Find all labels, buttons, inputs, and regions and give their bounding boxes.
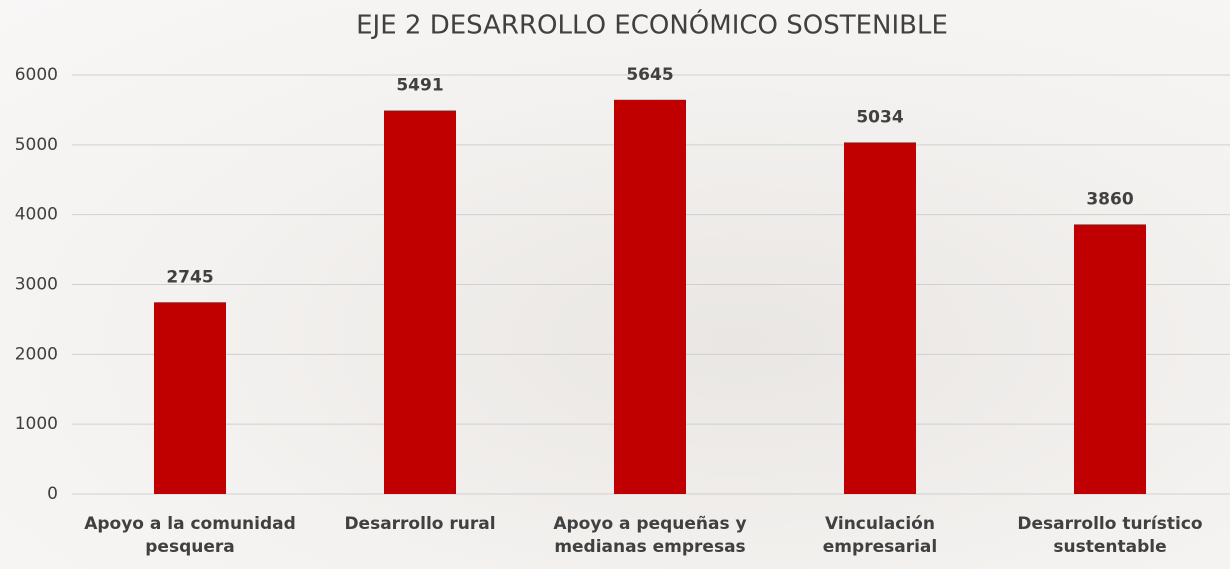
page: EJE 2 DESARROLLO ECONÓMICO SOSTENIBLE 0 1… [0, 0, 1230, 569]
y-tick-label: 3000 [15, 275, 58, 295]
y-tick-label: 0 [47, 484, 58, 504]
x-tick-label: Vinculación empresarial [765, 513, 995, 559]
x-tick-label: Desarrollo rural [305, 513, 535, 536]
bar [614, 100, 686, 494]
y-tick-label: 6000 [15, 65, 58, 85]
data-label: 5491 [396, 76, 443, 96]
chart-title: EJE 2 DESARROLLO ECONÓMICO SOSTENIBLE [356, 9, 948, 41]
bar [1074, 224, 1146, 494]
data-label: 3860 [1086, 189, 1133, 209]
data-label: 5034 [856, 107, 903, 127]
bar [154, 302, 226, 494]
bar [844, 142, 916, 494]
x-tick-label: Desarrollo turístico sustentable [995, 513, 1225, 559]
y-tick-label: 1000 [15, 414, 58, 434]
x-tick-label: Apoyo a la comunidad pesquera [75, 513, 305, 559]
y-tick-label: 5000 [15, 135, 58, 155]
chart: EJE 2 DESARROLLO ECONÓMICO SOSTENIBLE 0 1… [0, 0, 1230, 569]
bar [384, 111, 456, 494]
y-tick-label: 4000 [15, 205, 58, 225]
y-tick-label: 2000 [15, 344, 58, 364]
data-label: 2745 [166, 267, 213, 287]
data-label: 5645 [626, 65, 673, 85]
x-tick-label: Apoyo a pequeñas y medianas empresas [535, 513, 765, 559]
